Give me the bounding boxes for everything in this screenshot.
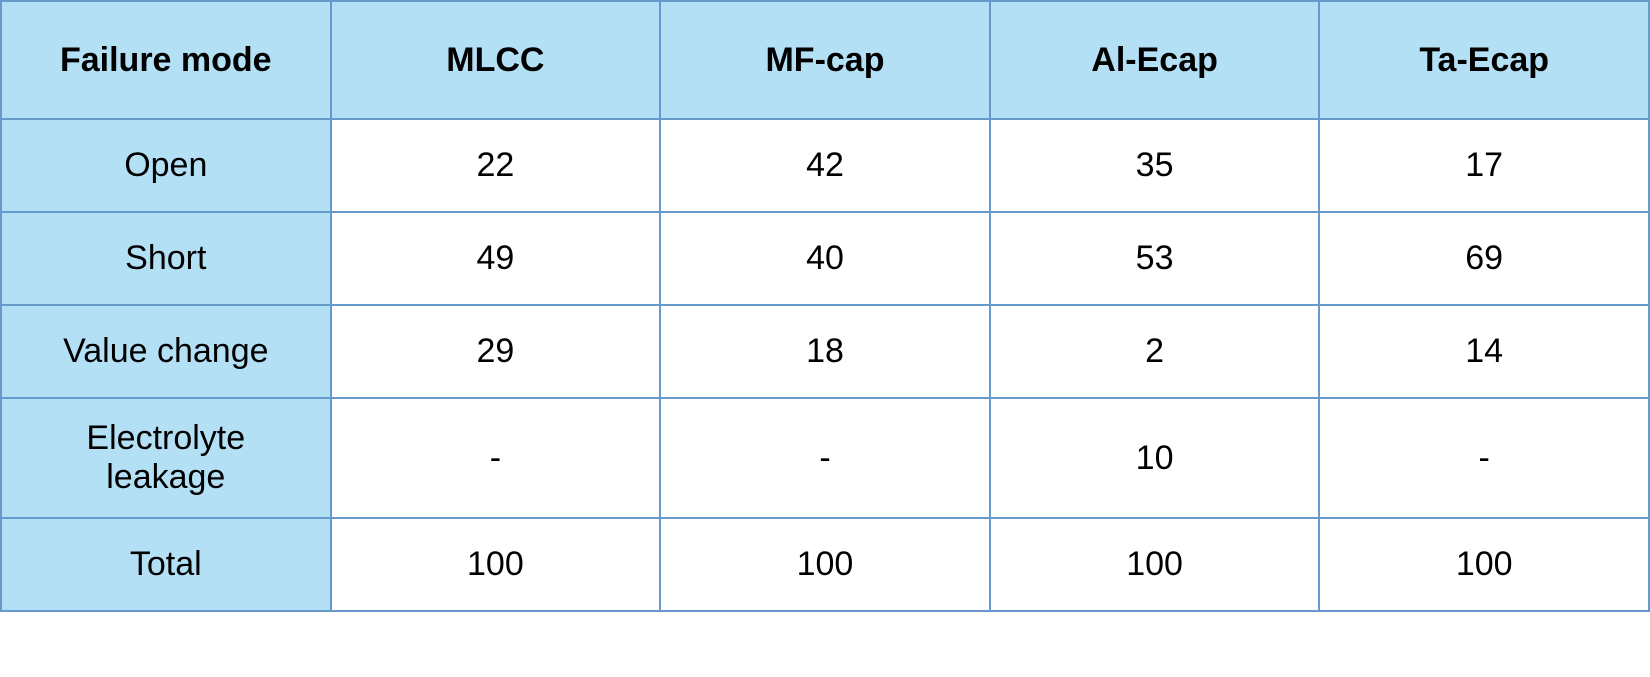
cell-electrolyteleakage-mfcap: - — [660, 398, 990, 518]
table-row: Electrolyteleakage - - 10 - — [1, 398, 1649, 518]
cell-electrolyteleakage-taecap: - — [1319, 398, 1649, 518]
cell-short-taecap: 69 — [1319, 212, 1649, 305]
row-label-value-change: Value change — [1, 305, 331, 398]
cell-valuechange-taecap: 14 — [1319, 305, 1649, 398]
cell-total-taecap: 100 — [1319, 518, 1649, 611]
cell-valuechange-mfcap: 18 — [660, 305, 990, 398]
col-header-alecap: Al-Ecap — [990, 1, 1320, 119]
table-row: Short 49 40 53 69 — [1, 212, 1649, 305]
failure-mode-table-container: Failure mode MLCC MF-cap Al-Ecap Ta-Ecap… — [0, 0, 1650, 612]
table-row: Value change 29 18 2 14 — [1, 305, 1649, 398]
header-row: Failure mode MLCC MF-cap Al-Ecap Ta-Ecap — [1, 1, 1649, 119]
cell-electrolyteleakage-alecap: 10 — [990, 398, 1320, 518]
table-body: Open 22 42 35 17 Short 49 40 53 69 Value… — [1, 119, 1649, 611]
cell-valuechange-alecap: 2 — [990, 305, 1320, 398]
cell-total-alecap: 100 — [990, 518, 1320, 611]
cell-total-mlcc: 100 — [331, 518, 661, 611]
col-header-mfcap: MF-cap — [660, 1, 990, 119]
failure-mode-table: Failure mode MLCC MF-cap Al-Ecap Ta-Ecap… — [0, 0, 1650, 612]
col-header-mlcc: MLCC — [331, 1, 661, 119]
col-header-failure-mode: Failure mode — [1, 1, 331, 119]
cell-short-mfcap: 40 — [660, 212, 990, 305]
cell-open-mlcc: 22 — [331, 119, 661, 212]
row-label-open: Open — [1, 119, 331, 212]
cell-open-mfcap: 42 — [660, 119, 990, 212]
row-label-total: Total — [1, 518, 331, 611]
cell-open-taecap: 17 — [1319, 119, 1649, 212]
row-label-short: Short — [1, 212, 331, 305]
table-row: Total 100 100 100 100 — [1, 518, 1649, 611]
cell-short-mlcc: 49 — [331, 212, 661, 305]
col-header-taecap: Ta-Ecap — [1319, 1, 1649, 119]
row-label-electrolyte-leakage: Electrolyteleakage — [1, 398, 331, 518]
cell-electrolyteleakage-mlcc: - — [331, 398, 661, 518]
cell-total-mfcap: 100 — [660, 518, 990, 611]
table-row: Open 22 42 35 17 — [1, 119, 1649, 212]
cell-open-alecap: 35 — [990, 119, 1320, 212]
table-header: Failure mode MLCC MF-cap Al-Ecap Ta-Ecap — [1, 1, 1649, 119]
cell-short-alecap: 53 — [990, 212, 1320, 305]
cell-valuechange-mlcc: 29 — [331, 305, 661, 398]
